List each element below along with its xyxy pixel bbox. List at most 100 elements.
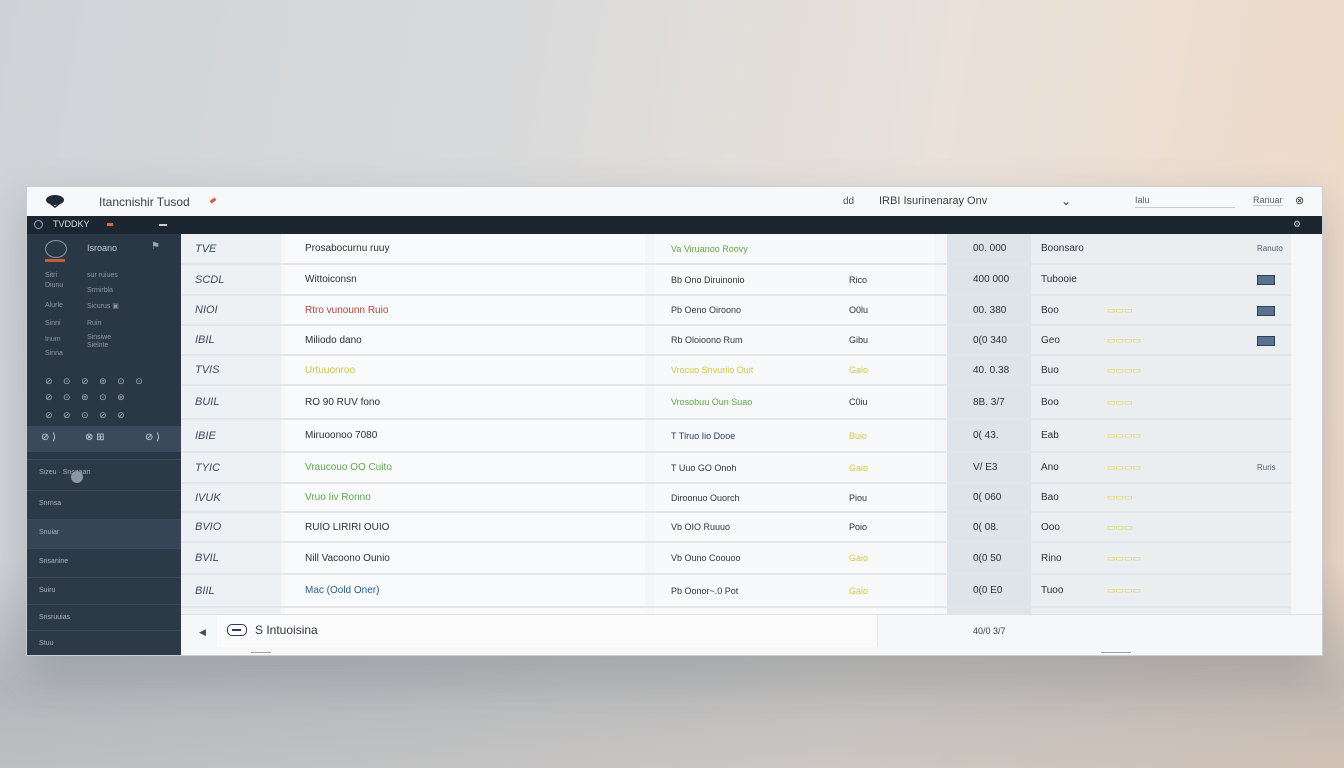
row-description: Vb Ouno Coouoo (671, 553, 741, 563)
sidebar-item[interactable]: Snrnsa (27, 490, 181, 519)
row-description: Va Viruanoo Roovy (671, 243, 748, 254)
sidebar-item[interactable]: Stuu (27, 630, 181, 655)
sidebar-line[interactable]: Sielnte (87, 342, 109, 349)
column-code-bg (181, 234, 281, 614)
table-row[interactable]: BIIL Mac (Oold Oner) Pb Oonor~.0 Pot Gaio 0(… (181, 575, 1291, 608)
row-name[interactable]: RUIO LIRIRI OUIO (305, 521, 390, 533)
sidebar-selected-item[interactable]: ⊘ ⟩ ⊗ ⊞ ⊘ ⟩ (27, 426, 181, 452)
row-status: Boonsaro (1041, 243, 1084, 254)
menu-label[interactable]: TVDDKY (53, 219, 90, 229)
sidebar-item[interactable]: Snsruuias (27, 604, 181, 633)
row-code: BVIL (195, 552, 219, 564)
row-type: C0iu (849, 397, 868, 407)
sidebar-item[interactable]: Suiru (27, 577, 181, 606)
row-tag: ▭▭▭ (1107, 492, 1133, 502)
user-menu[interactable]: Ranuar (1253, 195, 1283, 206)
menu-dash-icon[interactable] (159, 224, 167, 226)
row-status: Ooo (1041, 521, 1060, 533)
row-code: TVIS (195, 364, 220, 376)
arrow-left-icon[interactable]: ◀ (199, 627, 206, 637)
row-code: TVE (195, 242, 217, 255)
menu-circle-icon[interactable] (34, 220, 43, 229)
table-row[interactable]: BUIL RO 90 RUV fono Vrosobuu Oun Suao C0iu 8… (181, 386, 1291, 420)
table-row[interactable]: IBIL Miliodo dano Rb Oloioono Rum Gibu 0(0 3… (181, 326, 1291, 356)
row-number: 400 000 (973, 274, 1010, 285)
row-name[interactable]: Prosabocurnu ruuy (305, 243, 390, 254)
title-accent-mark (209, 197, 217, 204)
sidebar-selected-right: ⊘ ⟩ (145, 432, 161, 443)
row-number: 0( 43. (973, 430, 999, 441)
row-description: Pb Oeno Oiroono (671, 305, 742, 315)
sidebar-line[interactable]: sur ruiues (87, 272, 118, 279)
table-row[interactable]: BVIL Nill Vacoono Ounio Vb Ouno Coouoo Gaio… (181, 543, 1291, 575)
sidebar-icon-row[interactable]: ⊘ ⊙ ⊚ ⊙ ⊛ (45, 392, 129, 402)
table-row[interactable]: IVUK Vruo Iiv Ronno Diroonuo Ouorch Piou 0( … (181, 484, 1291, 513)
sidebar-item[interactable]: Snuiar (27, 519, 181, 548)
search-field[interactable]: Ialu (1135, 195, 1235, 208)
sidebar-line: Inum (45, 336, 61, 343)
app-title: Itancnishir Tusod (99, 195, 190, 209)
chevron-down-icon[interactable]: ⌄ (1061, 194, 1072, 208)
row-description: Rb Oloioono Rum (671, 335, 743, 345)
table-row[interactable]: TVIS Urtuuonroo Vrocuo Snvuriio Ouit Gaio 40… (181, 356, 1291, 386)
card-icon[interactable] (1257, 336, 1275, 346)
row-code: BIIL (195, 584, 215, 597)
table-row[interactable]: IBIE Miruoonoo 7080 T Tlruo Iio Dooe Buio 0(… (181, 420, 1291, 453)
row-name[interactable]: RO 90 RUV fono (305, 396, 381, 408)
row-status: Tubooie (1041, 274, 1077, 285)
row-number: 00. 000 (973, 243, 1007, 254)
row-name[interactable]: Rtro vunounn Ruio (305, 304, 389, 316)
table-row[interactable]: TYIC Vraucouo OO Cuito T Uuo GO Onoh Gaio V/… (181, 453, 1291, 484)
card-icon[interactable] (1257, 306, 1275, 316)
environment-selector[interactable]: IRBI Isurinenaray Onv (879, 195, 988, 207)
row-type: Gibu (849, 335, 869, 345)
minus-box-icon[interactable] (227, 624, 247, 636)
close-icon[interactable]: ⊗ (1295, 195, 1305, 207)
title-link[interactable]: dd (843, 196, 855, 207)
card-icon[interactable] (1257, 275, 1275, 285)
row-type: Rico (849, 274, 868, 285)
table-row[interactable]: TVE Prosabocurnu ruuy Va Viruanoo Roovy 00.… (181, 234, 1291, 265)
sidebar-item[interactable]: Snsanine (27, 548, 181, 577)
row-tag: ▭▭▭ (1107, 521, 1133, 532)
data-table: TVE Prosabocurnu ruuy Va Viruanoo Roovy 00.… (181, 234, 1322, 655)
gear-icon[interactable]: ⚙ (1293, 219, 1302, 229)
table-row[interactable]: BVIO RUIO LIRIRI OUIO Vb OIO Ruuuo Poio 0( 0… (181, 513, 1291, 543)
sidebar-line[interactable]: Srmirbla (87, 287, 114, 294)
sidebar-icon-row[interactable]: ⊘ ⊘ ⊙ ⊘ ⊘ (45, 410, 129, 420)
row-name[interactable]: Vraucouo OO Cuito (305, 462, 392, 473)
table-row[interactable]: SCDL Wittoiconsn Bb Ono Diruinonio Rico 400 … (181, 265, 1291, 296)
row-name[interactable]: Nill Vacoono Ounio (305, 552, 390, 564)
sidebar-line[interactable]: Sicurus ▣ (87, 303, 119, 310)
table-row[interactable]: NIOI Rtro vunounn Ruio Pb Oeno Oiroono O0lu… (181, 296, 1291, 326)
column-desc-bg (655, 234, 935, 614)
row-name[interactable]: Wittoiconsn (305, 274, 357, 285)
row-number: 0(0 E0 (973, 585, 1003, 596)
row-number: 8B. 3/7 (973, 396, 1005, 408)
bottom-bar: ◀ S Intuoisina 40/0 3/7 (181, 614, 1322, 655)
row-end-label[interactable]: Ranuto (1257, 244, 1283, 253)
bottom-search-box[interactable]: S Intuoisina (217, 615, 878, 647)
sidebar-line: Diunu (45, 282, 64, 289)
row-name[interactable]: Urtuuonroo (305, 364, 356, 376)
flag-icon[interactable]: ⚑ (151, 241, 160, 252)
row-end-label[interactable]: Ruris (1257, 463, 1276, 472)
row-description: T Uuo GO Onoh (671, 462, 737, 473)
row-name[interactable]: Miruoonoo 7080 (305, 430, 378, 441)
sidebar-icon-row[interactable]: ⊘ ⊙ ⊘ ⊚ ⊙ ⊙ (45, 376, 147, 386)
toggle-icon[interactable] (71, 471, 83, 483)
sidebar-line[interactable]: Ruin (87, 320, 102, 327)
sidebar: Isroano ⚑ Sitri sur ruiues Diunu Srmirbl… (27, 234, 181, 655)
row-name[interactable]: Vruo Iiv Ronno (305, 492, 371, 503)
sidebar-line[interactable]: Sinsiwe (87, 334, 112, 341)
row-type: Piou (849, 492, 868, 503)
bottom-search-text: S Intuoisina (255, 623, 318, 637)
app-window: Itancnishir Tusod dd IRBI Isurinenaray O… (26, 186, 1323, 656)
bottom-line (1101, 652, 1131, 653)
row-name[interactable]: Mac (Oold Oner) (305, 585, 380, 596)
sidebar-item[interactable]: Sizeu · Snsaaari (27, 459, 181, 488)
row-type: O0lu (849, 305, 869, 315)
row-status: Eab (1041, 430, 1059, 441)
row-tag: ▭▭▭▭ (1107, 334, 1142, 345)
row-name[interactable]: Miliodo dano (305, 334, 362, 346)
